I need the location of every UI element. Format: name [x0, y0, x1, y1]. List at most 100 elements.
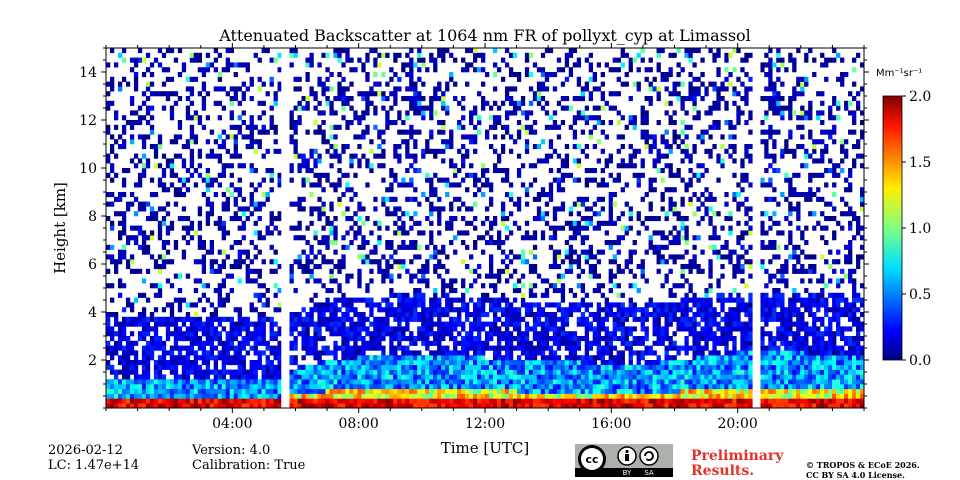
- heatmap-cell: [492, 374, 498, 380]
- heatmap-cell: [481, 283, 486, 289]
- heatmap-cell: [588, 268, 594, 274]
- heatmap-cell: [106, 360, 111, 366]
- heatmap-cell: [516, 331, 522, 337]
- heatmap-cell: [193, 278, 199, 284]
- heatmap-cell: [429, 240, 434, 246]
- heatmap-cell: [225, 196, 230, 202]
- heatmap-cell: [249, 129, 254, 135]
- heatmap-cell: [441, 158, 446, 164]
- heatmap-cell: [209, 384, 215, 390]
- heatmap-cell: [157, 393, 163, 399]
- heatmap-cell: [488, 398, 494, 404]
- heatmap-cell: [345, 230, 350, 236]
- heatmap-cell: [465, 264, 470, 270]
- heatmap-cell: [106, 216, 111, 222]
- heatmap-cell: [289, 225, 294, 231]
- heatmap-cell: [469, 163, 474, 169]
- heatmap-cell: [229, 62, 234, 68]
- heatmap-cell: [389, 355, 394, 361]
- heatmap-cell: [584, 316, 590, 322]
- heatmap-cell: [608, 196, 613, 202]
- heatmap-cell: [520, 100, 526, 106]
- heatmap-cell: [516, 72, 522, 78]
- heatmap-cell: [504, 331, 510, 337]
- heatmap-cell: [516, 278, 522, 284]
- heatmap-cell: [592, 105, 598, 111]
- heatmap-cell: [656, 384, 661, 390]
- heatmap-cell: [409, 182, 414, 188]
- heatmap-cell: [257, 144, 262, 150]
- heatmap-cell: [632, 120, 637, 126]
- heatmap-cell: [169, 259, 175, 265]
- heatmap-cell: [664, 278, 669, 284]
- heatmap-cell: [121, 216, 127, 222]
- heatmap-cell: [381, 163, 386, 169]
- heatmap-cell: [381, 350, 386, 356]
- heatmap-cell: [125, 340, 131, 346]
- heatmap-cell: [664, 336, 669, 342]
- heatmap-cell: [357, 244, 362, 250]
- heatmap-cell: [401, 360, 406, 366]
- heatmap-cell: [301, 316, 306, 322]
- heatmap-cell: [189, 403, 195, 409]
- heatmap-cell: [385, 374, 390, 380]
- heatmap-cell: [664, 76, 669, 82]
- heatmap-cell: [652, 163, 657, 169]
- heatmap-cell: [516, 153, 522, 159]
- heatmap-cell: [325, 316, 330, 322]
- heatmap-cell: [217, 398, 222, 404]
- heatmap-cell: [485, 393, 490, 399]
- heatmap-cell: [209, 369, 215, 375]
- heatmap-cell: [520, 388, 526, 394]
- heatmap-cell: [504, 345, 510, 351]
- heatmap-cell: [477, 187, 482, 193]
- heatmap-cell: [492, 326, 498, 332]
- heatmap-cell: [129, 364, 135, 370]
- heatmap-cell: [441, 345, 446, 351]
- heatmap-cell: [289, 110, 294, 116]
- heatmap-cell: [225, 398, 230, 404]
- heatmap-cell: [161, 355, 167, 361]
- heatmap-cell: [353, 350, 358, 356]
- heatmap-cell: [309, 316, 314, 322]
- heatmap-cell: [253, 350, 258, 356]
- heatmap-cell: [217, 388, 222, 394]
- heatmap-cell: [429, 312, 434, 318]
- heatmap-cell: [544, 403, 550, 409]
- heatmap-cell: [333, 302, 338, 308]
- heatmap-cell: [333, 264, 338, 270]
- heatmap-cell: [425, 268, 430, 274]
- heatmap-cell: [429, 307, 434, 313]
- heatmap-cell: [405, 336, 410, 342]
- heatmap-cell: [217, 115, 222, 121]
- heatmap-cell: [548, 360, 554, 366]
- heatmap-cell: [656, 259, 661, 265]
- heatmap-cell: [496, 364, 502, 370]
- heatmap-cell: [544, 384, 550, 390]
- heatmap-cell: [113, 340, 119, 346]
- heatmap-cell: [365, 52, 370, 58]
- heatmap-cell: [461, 355, 466, 361]
- heatmap-cell: [273, 216, 278, 222]
- heatmap-cell: [620, 403, 625, 409]
- heatmap-cell: [106, 364, 111, 370]
- heatmap-cell: [516, 374, 522, 380]
- heatmap-cell: [461, 307, 466, 313]
- heatmap-cell: [524, 144, 530, 150]
- heatmap-cell: [449, 52, 454, 58]
- heatmap-cell: [249, 345, 254, 351]
- heatmap-cell: [309, 297, 314, 303]
- heatmap-cell: [197, 220, 203, 226]
- heatmap-cell: [544, 316, 550, 322]
- heatmap-cell: [173, 192, 179, 198]
- heatmap-cell: [405, 144, 410, 150]
- heatmap-cell: [445, 355, 450, 361]
- heatmap-cell: [640, 172, 645, 178]
- heatmap-cell: [409, 374, 414, 380]
- heatmap-cell: [560, 96, 566, 102]
- heatmap-cell: [540, 86, 546, 92]
- heatmap-cell: [632, 240, 637, 246]
- heatmap-cell: [548, 196, 554, 202]
- heatmap-cell: [149, 230, 155, 236]
- heatmap-cell: [608, 350, 613, 356]
